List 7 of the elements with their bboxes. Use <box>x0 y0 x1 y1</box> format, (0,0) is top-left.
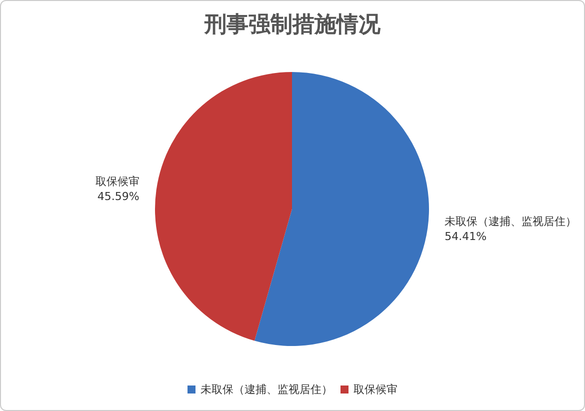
legend-label: 未取保（逮捕、监视居住） <box>200 383 332 396</box>
slice-label: 取保候审 <box>95 174 140 188</box>
chart-title: 刑事强制措施情况 <box>204 12 382 38</box>
legend-label: 取保候审 <box>354 383 398 396</box>
data-label: 45.59% <box>97 190 140 203</box>
data-label: 54.41% <box>444 230 487 244</box>
slice-label: 未取保（逮捕、监视居住） <box>444 215 577 228</box>
